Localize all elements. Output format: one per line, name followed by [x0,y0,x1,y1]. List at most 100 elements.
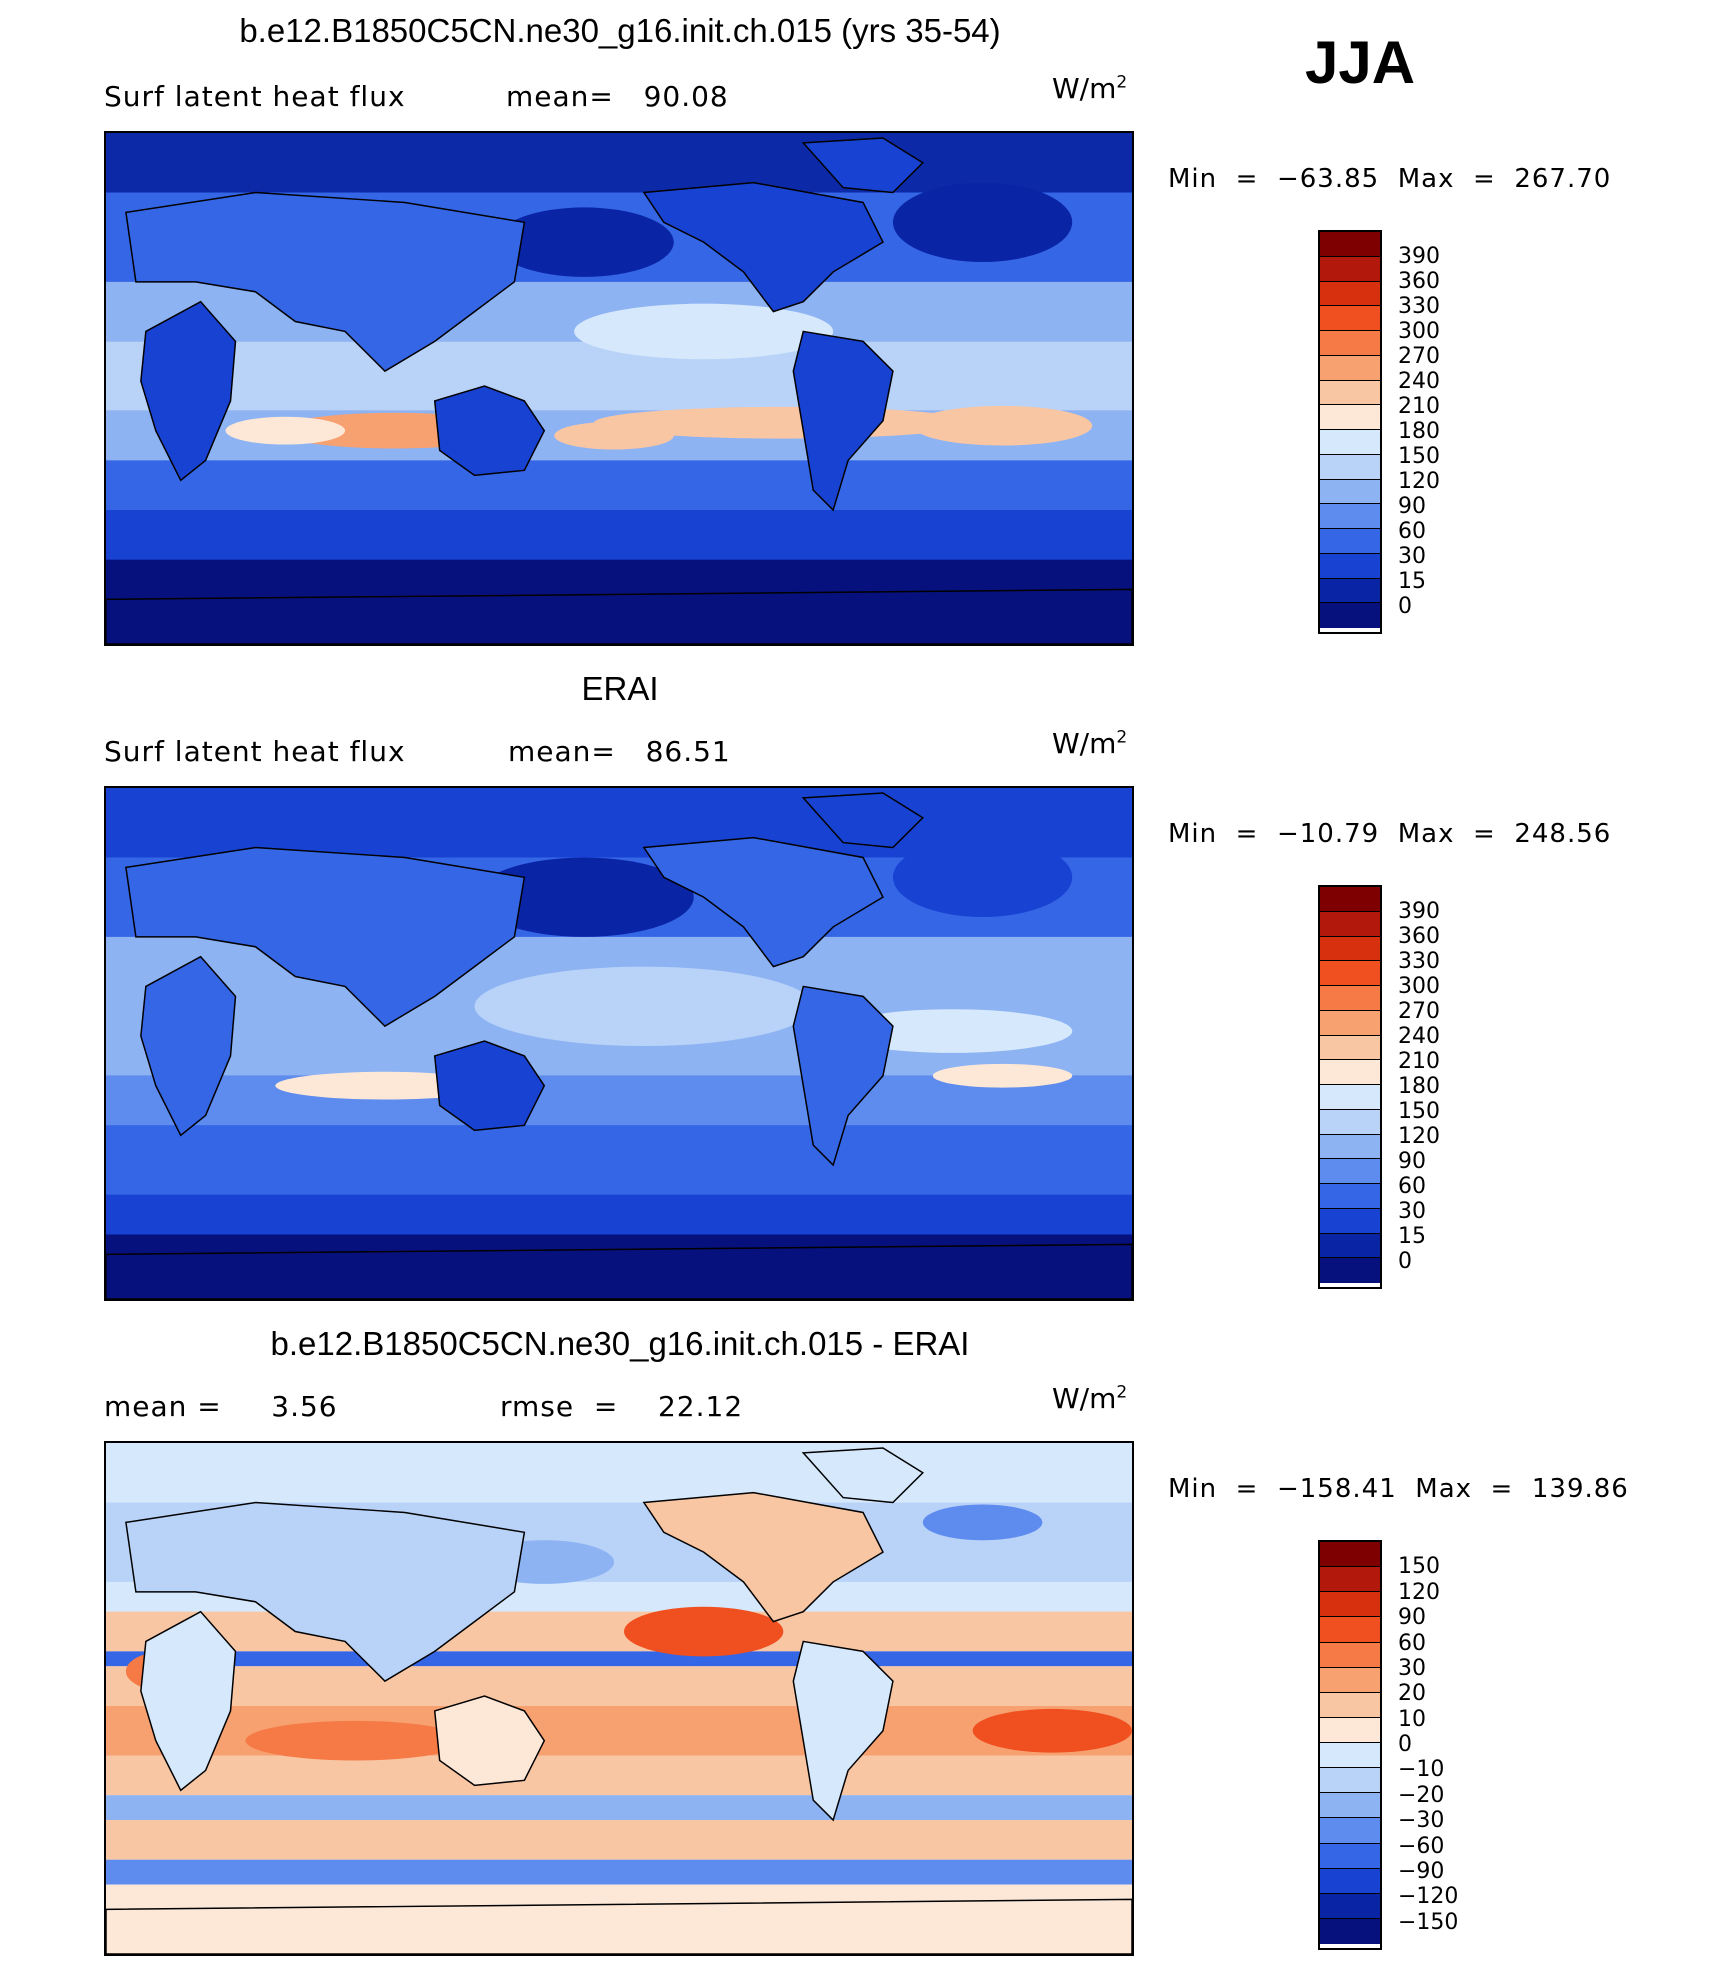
colorbar-swatch [1320,553,1380,579]
colorbar-swatch [1320,1768,1380,1794]
colorbar-label: 120 [1398,469,1440,494]
panel-1-colorbar [1318,230,1382,634]
panel-2-title: ERAI [581,670,659,707]
colorbar-label: 60 [1398,519,1426,544]
colorbar-swatch [1320,232,1380,257]
panel-2-variable: Surf latent heat flux [104,735,406,768]
colorbar-swatch [1320,1592,1380,1618]
colorbar-swatch [1320,281,1380,307]
colorbar-swatch [1320,1918,1380,1944]
colorbar-swatch [1320,1692,1380,1718]
colorbar-label: 330 [1398,949,1440,974]
colorbar-label: 240 [1398,1024,1440,1049]
colorbar-swatch [1320,1134,1380,1160]
colorbar-label: −20 [1398,1782,1445,1808]
colorbar-swatch [1320,256,1380,282]
panel-2-map [104,786,1134,1301]
colorbar-swatch [1320,529,1380,554]
colorbar-label: 270 [1398,344,1440,369]
panel-3-rmse: rmse = 22.12 [500,1390,744,1423]
colorbar-label: 360 [1398,269,1440,294]
colorbar-label: 390 [1398,899,1440,924]
colorbar-swatch [1320,430,1380,455]
colorbar-label: 210 [1398,394,1440,419]
colorbar-swatch [1320,306,1380,331]
panel-1-map [104,131,1134,646]
colorbar-swatch [1320,603,1380,628]
colorbar-label: 330 [1398,294,1440,319]
colorbar-swatch [1320,405,1380,430]
season-label: JJA [1305,29,1416,96]
colorbar-swatch [1320,454,1380,480]
colorbar-label: −90 [1398,1858,1445,1884]
colorbar-swatch [1320,1818,1380,1844]
colorbar-swatch [1320,1184,1380,1209]
colorbar-label: 90 [1398,494,1426,519]
panel-1-units: W/m2 [1052,72,1128,105]
panel-3-map [104,1441,1134,1956]
colorbar-swatch [1320,1258,1380,1283]
colorbar-swatch [1320,331,1380,356]
colorbar-label: −30 [1398,1808,1445,1834]
colorbar-label: −60 [1398,1833,1445,1859]
colorbar-swatch [1320,1717,1380,1743]
colorbar-swatch [1320,961,1380,986]
panel-1-mean: mean= 90.08 [506,80,729,113]
colorbar-label: 150 [1398,1554,1440,1580]
colorbar-swatch [1320,1542,1380,1568]
colorbar-swatch [1320,1642,1380,1668]
panel-2-mean: mean= 86.51 [508,735,731,768]
colorbar-swatch [1320,1109,1380,1135]
colorbar-swatch [1320,887,1380,912]
panel-3-minmax: Min = −158.41 Max = 139.86 [1168,1474,1629,1504]
colorbar-swatch [1320,936,1380,962]
colorbar-label: 390 [1398,244,1440,269]
colorbar-label: 300 [1398,319,1440,344]
colorbar-label: −150 [1398,1909,1459,1935]
colorbar-swatch [1320,1667,1380,1693]
panel-2-units: W/m2 [1052,727,1128,760]
colorbar-label: 10 [1398,1706,1426,1732]
panel-1-title: b.e12.B1850C5CN.ne30_g16.init.ch.015 (yr… [239,12,1001,49]
colorbar-label: 360 [1398,924,1440,949]
colorbar-swatch [1320,1233,1380,1259]
colorbar-label: 30 [1398,1655,1426,1681]
colorbar-label: 270 [1398,999,1440,1024]
panel-3-mean: mean = 3.56 [104,1390,338,1423]
colorbar-swatch [1320,1743,1380,1769]
colorbar-label: 180 [1398,1074,1440,1099]
colorbar-label: 120 [1398,1124,1440,1149]
colorbar-swatch [1320,1085,1380,1110]
colorbar-swatch [1320,479,1380,505]
colorbar-label: 0 [1398,1249,1412,1274]
panel-2-colorbar [1318,885,1382,1289]
colorbar-swatch [1320,1060,1380,1085]
colorbar-swatch [1320,1035,1380,1061]
colorbar-label: 90 [1398,1605,1426,1631]
colorbar-swatch [1320,1893,1380,1919]
colorbar-swatch [1320,1010,1380,1036]
panel-2-colorbar-labels: 390 360 330 300 270 240 210 180 150 120 90 60 30 15 0 [1398,885,1478,1289]
panel-3-title: b.e12.B1850C5CN.ne30_g16.init.ch.015 - E… [270,1325,970,1362]
panel-3-units: W/m2 [1052,1382,1128,1415]
colorbar-label: 180 [1398,419,1440,444]
colorbar-label: 15 [1398,1224,1426,1249]
colorbar-swatch [1320,911,1380,937]
colorbar-label: 300 [1398,974,1440,999]
colorbar-label: 240 [1398,369,1440,394]
colorbar-label: 15 [1398,569,1426,594]
colorbar-swatch [1320,578,1380,604]
colorbar-label: 0 [1398,594,1412,619]
colorbar-label: 0 [1398,1732,1412,1757]
colorbar-label: 120 [1398,1579,1440,1605]
colorbar-swatch [1320,1567,1380,1593]
colorbar-swatch [1320,1868,1380,1894]
colorbar-label: 150 [1398,1099,1440,1124]
colorbar-swatch [1320,1208,1380,1234]
panel-3-colorbar-labels: 150 120 90 60 30 20 10 0 −10 −20 −30 −60 −90 −120 −150 [1398,1540,1478,1950]
colorbar-label: −10 [1398,1757,1445,1783]
colorbar-label: 30 [1398,1199,1426,1224]
panel-3-colorbar [1318,1540,1382,1950]
colorbar-label: 90 [1398,1149,1426,1174]
panel-2-minmax: Min = −10.79 Max = 248.56 [1168,819,1612,849]
